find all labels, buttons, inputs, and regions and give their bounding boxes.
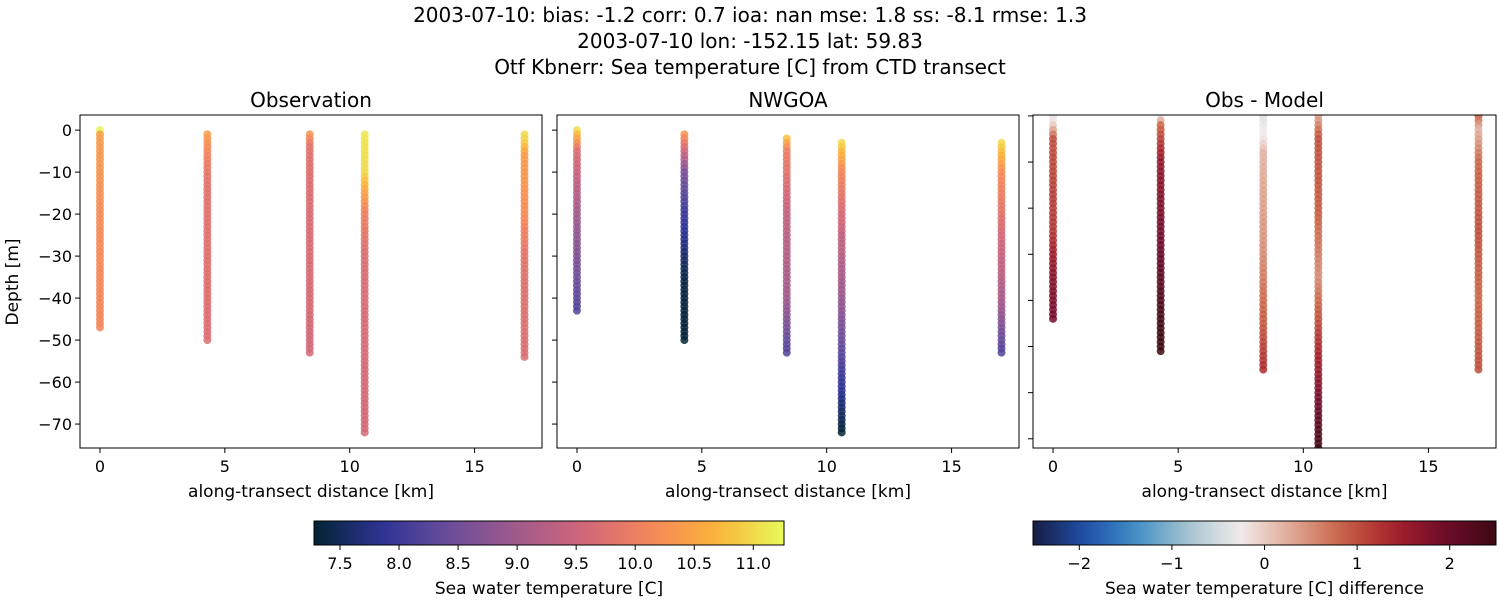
colorbar-tick-label: 10.5	[676, 554, 712, 573]
y-tick-label: −40	[38, 289, 72, 308]
x-tick-label: 5	[220, 457, 230, 476]
x-axis-label: along-transect distance [km]	[665, 482, 911, 502]
axes-frame	[79, 114, 543, 449]
data-point	[305, 348, 314, 357]
scatter-points	[95, 126, 529, 437]
colorbar-tick-label: 10.0	[617, 554, 653, 573]
subplot-title: NWGOA	[748, 88, 828, 112]
data-point	[837, 428, 846, 437]
y-tick-label: −70	[38, 415, 72, 434]
colorbar-2: −2 −1 0 1 2 Sea water temperature [C] differe…	[1032, 520, 1497, 599]
data-point	[360, 428, 369, 437]
data-point	[1314, 458, 1322, 466]
data-point	[1259, 365, 1268, 374]
data-point	[1474, 365, 1483, 374]
subplot-title: Observation	[250, 88, 372, 112]
colorbar-tick-label: 8.5	[445, 554, 470, 573]
x-tick-label: 10	[1293, 457, 1313, 476]
subplot-1: 0 5 10 15 0 −10 −20 −30 −40 −50 −60 −70 Observation a…	[3, 88, 543, 502]
axes-frame	[1032, 114, 1497, 449]
x-tick-label: 0	[95, 457, 105, 476]
x-tick-label: 5	[1173, 457, 1183, 476]
x-tick-label: 0	[1048, 457, 1058, 476]
data-point	[1314, 453, 1322, 461]
data-point	[997, 348, 1006, 357]
chart-title-stats: 2003-07-10: bias: -1.2 corr: 0.7 ioa: na…	[413, 3, 1087, 27]
x-tick-label: 10	[340, 457, 360, 476]
data-point	[1049, 314, 1058, 323]
colorbar-tick-label: 11.0	[735, 554, 771, 573]
y-tick-label: −20	[38, 205, 72, 224]
x-tick-label: 15	[1418, 457, 1438, 476]
data-point	[572, 306, 581, 315]
colorbar-tick-label: 2	[1445, 554, 1455, 573]
colorbar-gradient	[313, 520, 785, 546]
subplot-2: 0 5 10 15 NWGOA along-transect distance [km]	[552, 88, 1020, 502]
x-axis-label: along-transect distance [km]	[1142, 482, 1388, 502]
colorbar-label: Sea water temperature [C] difference	[1105, 579, 1424, 599]
colorbar-tick-label: 9.5	[563, 554, 588, 573]
x-tick-label: 5	[697, 457, 707, 476]
chart-title-variable: Otf Kbnerr: Sea temperature [C] from CTD…	[494, 55, 1006, 79]
data-point	[782, 348, 791, 357]
y-tick-label: −10	[38, 163, 72, 182]
data-point	[520, 352, 529, 361]
y-tick-label: 0	[62, 121, 72, 140]
data-point	[203, 336, 212, 345]
x-tick-label: 15	[941, 457, 961, 476]
y-tick-label: −30	[38, 247, 72, 266]
y-tick-label: −60	[38, 373, 72, 392]
colorbar-tick-label: −1	[1160, 554, 1184, 573]
x-tick-label: 10	[817, 457, 837, 476]
scatter-points	[1049, 115, 1483, 466]
colorbar-tick-label: 9.0	[504, 554, 529, 573]
data-point	[1314, 449, 1322, 457]
data-point	[1314, 444, 1323, 448]
x-tick-label: 0	[572, 457, 582, 476]
axes-frame	[556, 114, 1020, 449]
subplot-title: Obs - Model	[1205, 88, 1324, 112]
scatter-points	[572, 126, 1006, 437]
data-point	[680, 336, 689, 345]
colorbar-1: 7.5 8.0 8.5 9.0 9.5 10.0 10.5 11.0 Sea water tem…	[313, 520, 785, 599]
data-point	[95, 323, 104, 332]
colorbar-tick-label: 7.5	[327, 554, 352, 573]
data-point	[1156, 347, 1165, 356]
x-axis-label: along-transect distance [km]	[188, 482, 434, 502]
y-axis-label: Depth [m]	[3, 238, 23, 325]
colorbar-gradient	[1032, 520, 1497, 546]
colorbar-label: Sea water temperature [C]	[435, 579, 663, 599]
colorbar-tick-label: 1	[1352, 554, 1362, 573]
chart-title-location: 2003-07-10 lon: -152.15 lat: 59.83	[577, 29, 923, 53]
x-tick-label: 15	[464, 457, 484, 476]
y-tick-label: −50	[38, 331, 72, 350]
colorbar-tick-label: 0	[1259, 554, 1269, 573]
subplot-3: 0 5 10 15 Obs - Model along-transect distance…	[1028, 88, 1497, 502]
colorbar-tick-label: −2	[1068, 554, 1092, 573]
colorbar-tick-label: 8.0	[386, 554, 411, 573]
